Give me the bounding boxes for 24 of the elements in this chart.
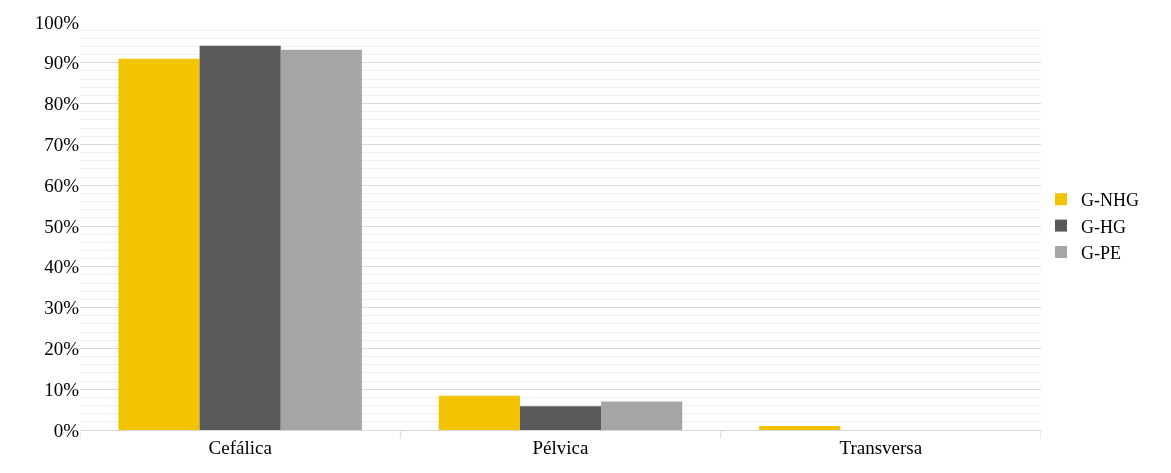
y-tick-label: 50%: [44, 215, 80, 237]
bar: [438, 395, 520, 430]
y-tick-label: 100%: [34, 11, 80, 33]
y-tick-label: 30%: [44, 297, 80, 319]
bar: [519, 406, 602, 430]
y-tick-label: 20%: [44, 338, 80, 360]
y-tick-label: 80%: [44, 93, 80, 115]
y-tick-label: 0%: [53, 419, 80, 441]
legend-label: G-NHG: [1081, 190, 1139, 211]
bar: [759, 425, 841, 430]
y-tick-label: 10%: [44, 378, 80, 400]
legend-label: G-HG: [1081, 216, 1126, 237]
y-tick-label: 90%: [44, 52, 80, 74]
y-tick-label: 70%: [44, 134, 80, 156]
x-tick-label: Cefálica: [208, 436, 273, 458]
bar: [118, 58, 200, 430]
bar: [199, 45, 281, 430]
y-tick-label: 60%: [44, 174, 80, 196]
y-tick-label: 40%: [44, 256, 80, 278]
bar: [601, 401, 683, 430]
bar: [280, 49, 362, 430]
x-tick-label: Pélvica: [532, 436, 590, 458]
legend-label: G-PE: [1081, 243, 1121, 264]
x-tick-label: Transversa: [839, 436, 923, 458]
